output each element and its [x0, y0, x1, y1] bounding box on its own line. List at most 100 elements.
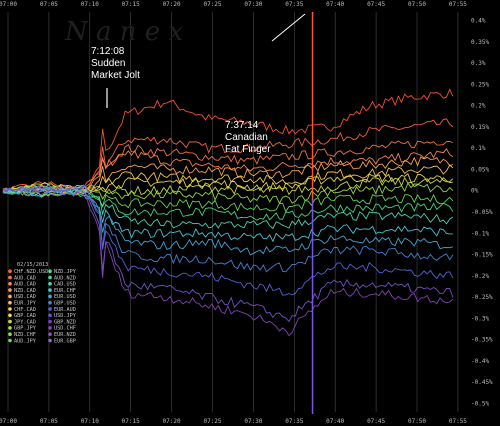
series-line [2, 187, 454, 337]
legend-entry: GBP.NZD [54, 319, 76, 325]
legend-swatch [8, 288, 12, 292]
x-tick-label-top: 07:20 [163, 1, 181, 8]
annotation-fat-finger-line1: Canadian [225, 132, 268, 143]
series-line [2, 184, 454, 213]
legend-entry: GBP.CAD [14, 313, 36, 319]
x-tick-label-top: 07:55 [449, 1, 467, 8]
y-axis-ticks: 0.4% 0.35% 0.3% 0.25% 0.2% 0.15% 0.1% 0.05% 0% -0… [471, 18, 493, 408]
y-tick-label: -0.35% [471, 337, 493, 344]
y-tick-label: -0.5% [471, 400, 489, 407]
x-tick-label: 07:35 [285, 418, 303, 425]
legend-swatch [8, 269, 12, 274]
legend-entry: JPY.CAD [14, 319, 36, 325]
y-tick-label: 0.2% [471, 103, 486, 110]
legend-swatch [48, 269, 52, 274]
legend-entry: EUR.GBP [54, 338, 76, 344]
legend-swatch [8, 313, 12, 318]
legend-entry: EUR.CHF [54, 288, 76, 294]
y-tick-label: -0.05% [471, 209, 493, 216]
legend-entry: NZD.JPY [54, 269, 77, 275]
x-tick-label: 07:25 [203, 418, 221, 425]
time-gridlines [7, 12, 459, 412]
series-line [2, 184, 454, 296]
y-tick-label: 0.4% [471, 18, 486, 25]
legend-entry: GBP.JPY [14, 326, 37, 332]
series-line [2, 184, 454, 323]
x-tick-label-top: 07:50 [408, 1, 426, 8]
legend-swatch [8, 332, 12, 337]
legend-entry: USD.JPY [54, 313, 77, 319]
annotation-market-jolt-line2: Market Jolt [91, 70, 140, 81]
legend-swatch [8, 294, 12, 299]
x-tick-label: 07:50 [408, 418, 426, 425]
annotation-fat-finger-time: 7:37:14 [225, 120, 259, 131]
legend-swatch [48, 313, 52, 318]
series-lines [2, 88, 454, 337]
y-tick-label: -0.4% [471, 358, 489, 365]
annotations: 7:12:08 Sudden Market Jolt 7:37:14 Canad… [91, 13, 306, 155]
series-line [2, 184, 454, 230]
legend-swatch [8, 307, 12, 311]
legend-swatch [8, 326, 12, 330]
y-tick-label: 0.05% [471, 166, 489, 173]
x-tick-label: 07:15 [122, 418, 140, 425]
y-tick-label: -0.45% [471, 379, 493, 386]
x-tick-label: 07:10 [81, 418, 99, 425]
legend-swatch [48, 300, 52, 305]
legend-entry: CHF.CAD [14, 307, 36, 313]
legend-entry: NZD.CHF [14, 332, 36, 338]
legend-swatch [48, 275, 52, 280]
legend-entry: USD.CAD [14, 294, 36, 300]
x-tick-label: 07:05 [40, 418, 58, 425]
x-tick-label-top: 07:30 [244, 1, 262, 8]
y-tick-label: 0.3% [471, 60, 486, 67]
series-line [2, 176, 453, 196]
x-tick-label-top: 07:00 [0, 1, 17, 8]
legend-swatch [48, 319, 52, 324]
x-tick-label: 07:55 [449, 418, 467, 425]
x-tick-label-top: 07:15 [122, 1, 140, 8]
annotation-pointer-fat-finger [271, 13, 306, 42]
series-line [2, 188, 454, 273]
legend-entry: GBP.USD [54, 301, 76, 307]
annotation-fat-finger-line2: Fat Finger [225, 144, 271, 155]
x-tick-label: 07:45 [367, 418, 385, 425]
legend-swatch [8, 319, 12, 324]
x-tick-label: 07:20 [163, 418, 181, 425]
x-tick-label-top: 07:40 [326, 1, 344, 8]
legend-swatch [48, 282, 52, 286]
legend-swatch [48, 338, 52, 343]
x-tick-label-top: 07:05 [40, 1, 58, 8]
legend-swatch [48, 332, 52, 337]
x-tick-label: 07:30 [244, 418, 262, 425]
x-tick-label: 07:40 [326, 418, 344, 425]
x-tick-label-top: 07:35 [285, 1, 303, 8]
y-tick-label: -0.15% [471, 252, 493, 259]
bottom-time-ticks: 07:00 07:05 07:10 07:15 07:20 07:25 07:30 07:35… [0, 418, 467, 425]
watermark: N a n e x [64, 17, 183, 47]
x-tick-label-top: 07:45 [367, 1, 385, 8]
annotation-market-jolt-line1: Sudden [91, 58, 125, 69]
legend-entry: CHF.NZD.USD [14, 269, 48, 275]
legend-swatch [8, 282, 12, 286]
series-line [2, 172, 454, 193]
legend-entry: USD.CHF [54, 326, 76, 332]
series-line [2, 184, 453, 243]
y-tick-label: -0.2% [471, 273, 489, 280]
legend-date: 02/15/2013 [17, 262, 48, 268]
y-tick-label: 0.15% [471, 124, 489, 131]
legend-swatch [48, 326, 52, 330]
y-tick-label: -0.3% [471, 315, 489, 322]
legend-swatch [48, 294, 52, 299]
legend-entry: EUR.USD [54, 294, 76, 300]
annotation-market-jolt-time: 7:12:08 [91, 46, 125, 57]
y-tick-label: 0.35% [471, 39, 489, 46]
legend-entry: AUD.NZD [54, 275, 76, 281]
legend-entry: EUR.JPY [14, 301, 37, 307]
legend-swatch [48, 307, 52, 311]
top-time-ticks: 07:00 07:05 07:10 07:15 07:20 07:25 07:30 07:35… [0, 1, 467, 8]
legend: 02/15/2013 CHF.NZD.USDAUD.CADAUD.CADNZD.… [8, 262, 77, 344]
y-tick-label: -0.1% [471, 230, 489, 237]
y-tick-label: 0% [471, 188, 479, 195]
